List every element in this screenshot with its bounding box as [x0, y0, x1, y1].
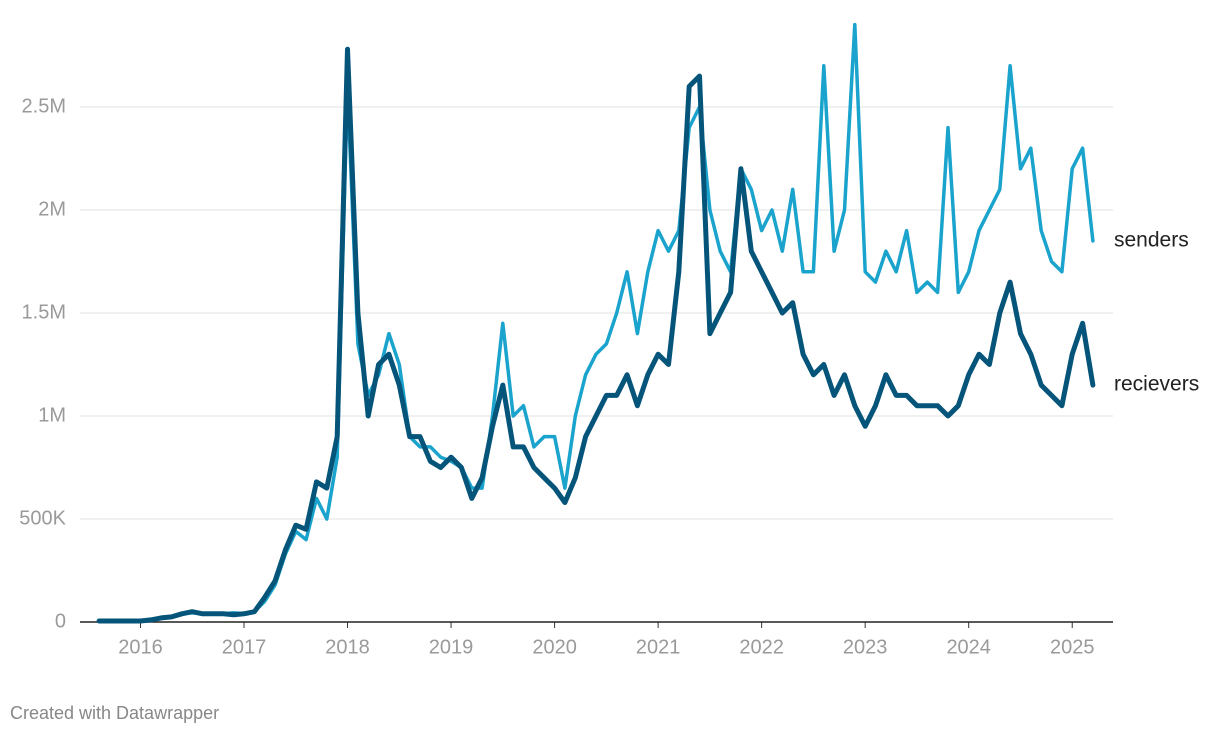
- y-tick-label: 1.5M: [22, 301, 66, 323]
- x-tick-label: 2022: [739, 636, 784, 658]
- series-line: [97, 22, 1095, 623]
- credit: Created with Datawrapper: [10, 703, 219, 723]
- series-line: [96, 46, 1096, 624]
- series-label: senders: [1114, 228, 1189, 251]
- series-label: recievers: [1114, 373, 1199, 396]
- x-tick-label: 2018: [325, 636, 370, 658]
- x-tick-label: 2017: [222, 636, 267, 658]
- x-tick-label: 2019: [429, 636, 474, 658]
- y-tick-label: 2.5M: [22, 95, 66, 117]
- y-tick-label: 2M: [38, 198, 66, 220]
- x-tick-label: 2020: [532, 636, 577, 658]
- x-tick-label: 2021: [636, 636, 681, 658]
- y-tick-label: 0: [55, 610, 66, 632]
- x-tick-label: 2016: [118, 636, 163, 658]
- y-tick-label: 500K: [19, 507, 66, 529]
- y-tick-label: 1M: [38, 404, 66, 426]
- x-tick-label: 2023: [843, 636, 888, 658]
- x-tick-label: 2024: [946, 636, 991, 658]
- x-tick-label: 2025: [1050, 636, 1095, 658]
